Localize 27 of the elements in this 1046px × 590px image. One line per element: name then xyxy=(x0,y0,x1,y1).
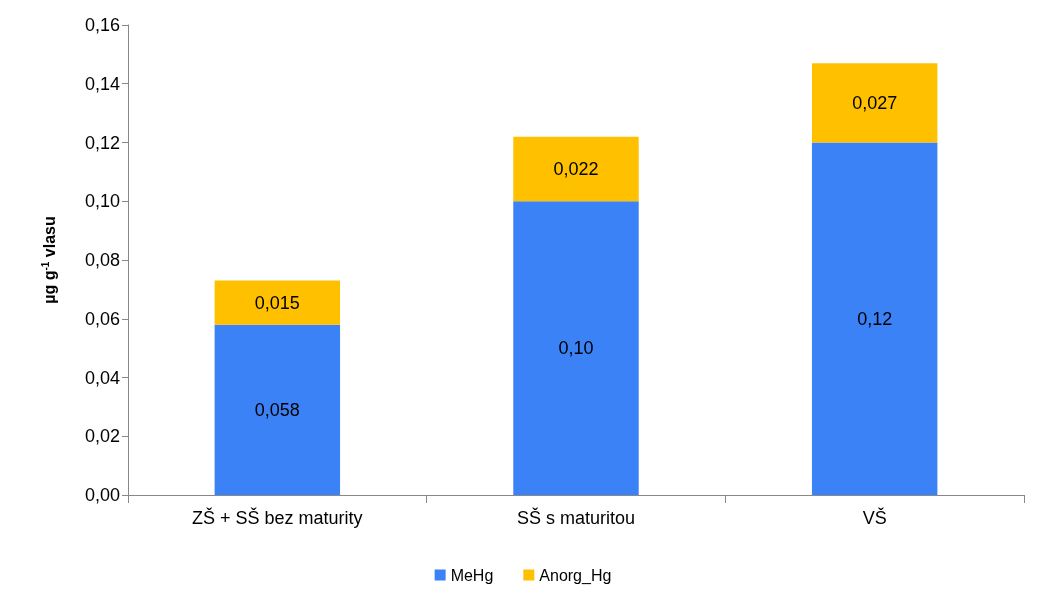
bar xyxy=(214,280,341,325)
y-tick-label: 0,08 xyxy=(84,250,120,270)
x-tick-label: ZŠ + SŠ bez maturity xyxy=(192,507,363,528)
y-tick-label: 0,10 xyxy=(84,191,120,212)
data-label: 0,027 xyxy=(852,92,898,113)
y-tick-label: 0,12 xyxy=(84,132,120,153)
x-tick-label: SŠ s maturitou xyxy=(516,507,636,528)
bar xyxy=(214,324,341,495)
y-tick-label: 0,02 xyxy=(84,426,120,447)
y-tick-label: 0,14 xyxy=(84,73,120,94)
bar xyxy=(513,136,639,202)
y-tick-label: 0,04 xyxy=(84,367,120,388)
data-label: 0,022 xyxy=(553,158,599,179)
y-tick-label: 0,06 xyxy=(84,308,120,329)
y-tick-label: 0,16 xyxy=(84,15,120,35)
data-label: 0,10 xyxy=(558,338,594,359)
bar xyxy=(811,63,938,143)
data-label: 0,015 xyxy=(254,292,300,313)
bar xyxy=(513,201,639,495)
data-label: 0,058 xyxy=(254,399,300,420)
x-tick-label: VŠ xyxy=(862,507,887,528)
data-label: 0,12 xyxy=(857,308,893,329)
bar xyxy=(811,142,938,495)
y-tick-label: 0,00 xyxy=(84,485,120,505)
legend-label: Anorg_Hg xyxy=(539,566,612,585)
legend-label: MeHg xyxy=(450,566,494,584)
y-axis-title: µg g-1 vlasu xyxy=(39,216,58,304)
